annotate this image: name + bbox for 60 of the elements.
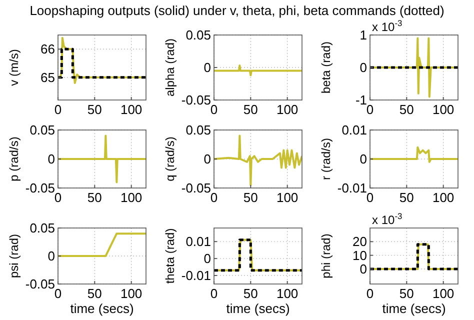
y-tick-label: 0 bbox=[204, 251, 211, 266]
x-tick-label: 50 bbox=[87, 190, 102, 205]
y-axis-title: q (rad/s) bbox=[163, 136, 177, 182]
y-tick-label: 0.05 bbox=[186, 28, 211, 43]
y-tick-label: 0 bbox=[48, 152, 55, 167]
y-tick-label: 0.05 bbox=[186, 122, 211, 138]
y-tick-label: -1 bbox=[355, 92, 367, 108]
x-tick-label: 100 bbox=[120, 286, 142, 301]
x-tick-label: 50 bbox=[87, 286, 102, 301]
text: x 10$^{-3}$ bbox=[372, 211, 402, 227]
x-tick-label: 100 bbox=[432, 102, 454, 117]
y-tick-label: -0.05 bbox=[181, 92, 211, 108]
y-tick-label: 0 bbox=[204, 152, 211, 167]
y-tick-label: -0.01 bbox=[337, 180, 367, 196]
y-axis-title: theta (rad) bbox=[163, 228, 177, 284]
x-tick-label: 100 bbox=[276, 286, 298, 301]
x-tick-label: 50 bbox=[243, 286, 258, 301]
y-tick-label: 10 bbox=[352, 248, 367, 263]
y-tick-label: 0 bbox=[360, 152, 367, 167]
y-tick-label: 0.05 bbox=[30, 220, 55, 236]
y-tick-label: -0.05 bbox=[181, 180, 211, 196]
line-series bbox=[370, 146, 458, 163]
y-tick-label: 0 bbox=[204, 60, 211, 76]
x-axis-title: time (secs) bbox=[226, 301, 290, 316]
x-tick-label: 50 bbox=[243, 102, 258, 117]
y-tick-label: 1 bbox=[360, 28, 367, 43]
y-tick-label: 0.05 bbox=[30, 122, 55, 138]
x-tick-label: 100 bbox=[432, 286, 454, 301]
text: Loopshaping outputs (solid) under v, theta, phi, beta commands (dotted) bbox=[30, 3, 444, 18]
y-tick-label: 0.01 bbox=[186, 234, 211, 250]
y-tick-label: 65 bbox=[40, 70, 55, 85]
x-tick-label: 100 bbox=[120, 102, 142, 117]
y-tick-label: 66 bbox=[40, 42, 55, 57]
y-tick-label: -0.05 bbox=[25, 180, 55, 196]
text: x 10$^{-3}$ bbox=[372, 18, 402, 34]
y-axis-title: beta (rad) bbox=[319, 41, 333, 94]
x-tick-label: 50 bbox=[399, 286, 414, 301]
x-tick-label: 50 bbox=[399, 102, 414, 117]
y-axis-title: v (m/s) bbox=[7, 49, 21, 86]
y-axis-title: psi (rad) bbox=[7, 234, 21, 278]
y-tick-label: -0.05 bbox=[25, 276, 55, 292]
x-tick-label: 100 bbox=[120, 190, 142, 205]
y-axis-title: alpha (rad) bbox=[163, 38, 177, 97]
x-tick-label: 50 bbox=[87, 102, 102, 117]
x-axis-title: time (secs) bbox=[70, 301, 134, 316]
y-tick-label: 0 bbox=[48, 248, 55, 264]
y-axis-title: p (rad/s) bbox=[7, 136, 21, 182]
y-tick-label: 0 bbox=[360, 60, 367, 76]
x-tick-label: 100 bbox=[276, 102, 298, 117]
y-axis-title: phi (rad) bbox=[319, 234, 333, 278]
y-tick-label: 20 bbox=[352, 234, 367, 250]
y-tick-label: 0 bbox=[360, 262, 367, 277]
x-axis-title: time (secs) bbox=[382, 301, 446, 316]
y-axis-title: r (rad/s) bbox=[319, 138, 333, 180]
y-tick-label: 0.01 bbox=[342, 122, 367, 138]
x-tick-label: 100 bbox=[432, 190, 454, 205]
x-tick-label: 50 bbox=[399, 190, 414, 205]
x-tick-label: 100 bbox=[276, 190, 298, 205]
y-tick-label: -0.01 bbox=[181, 268, 211, 284]
x-tick-label: 50 bbox=[243, 190, 258, 205]
